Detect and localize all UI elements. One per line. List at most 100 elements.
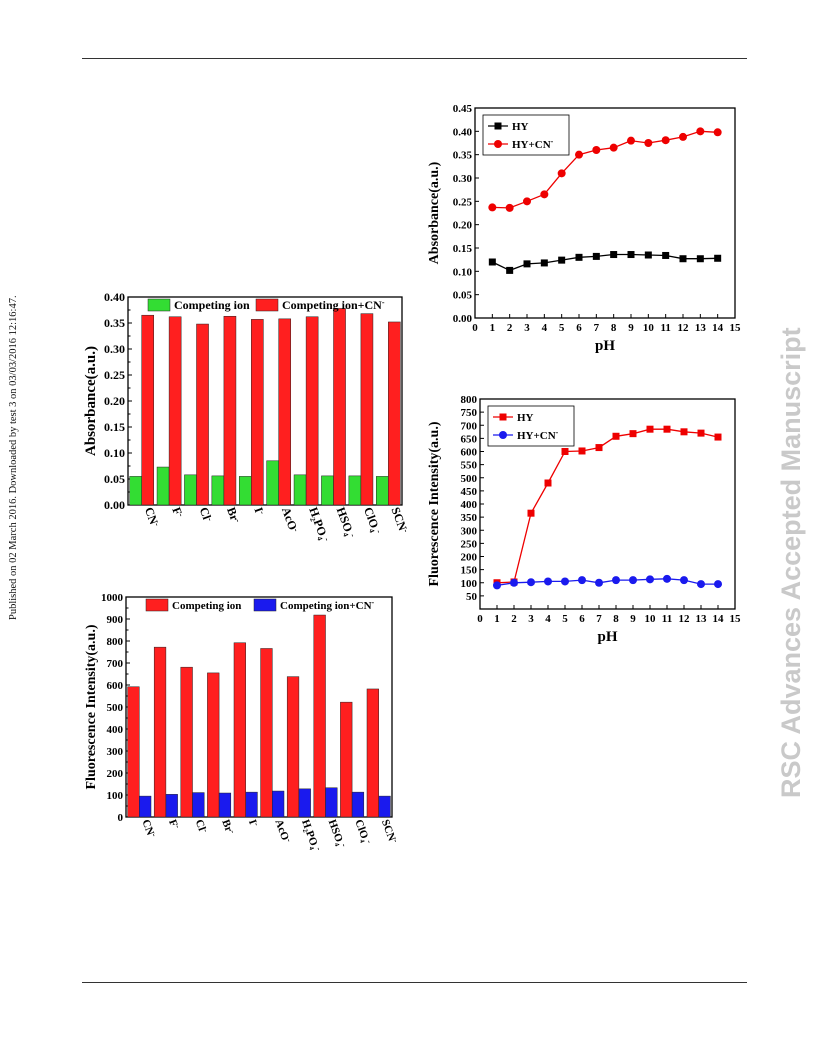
y-tick-label: 200: [107, 768, 124, 780]
y-tick-label: 0.05: [453, 290, 473, 302]
data-point: [523, 197, 531, 206]
y-tick-label: 100: [107, 790, 124, 802]
bar-competing-ion-cn: [196, 323, 209, 506]
data-point: [505, 203, 514, 212]
data-point: [713, 128, 722, 137]
data-point: [646, 575, 654, 584]
y-tick-label: 0.35: [453, 150, 473, 162]
data-point: [488, 258, 496, 266]
charge-sign: -: [206, 516, 215, 522]
charge-sign: -: [150, 832, 159, 838]
y-tick-label: 0.10: [104, 446, 125, 460]
y-tick-label: 0.40: [453, 126, 473, 138]
plot-frame: [474, 107, 736, 319]
bar-competing-ion: [366, 688, 379, 818]
charge-sign: -: [323, 536, 332, 542]
x-category-label-text: Cl: [197, 505, 214, 522]
legend-marker: [499, 431, 507, 439]
charge-sign: -: [315, 846, 324, 852]
bar-competing-ion-cn: [298, 788, 311, 818]
x-category-label: CN-: [142, 505, 163, 529]
y-tick-label: 800: [461, 394, 478, 406]
y-tick-label: 500: [461, 473, 478, 485]
x-category-label: F-: [169, 505, 186, 520]
bar-competing-ion-cn: [351, 791, 365, 818]
charge-sign: -: [253, 821, 262, 827]
x-category-label-text: Br: [219, 818, 234, 834]
legend-swatch: [253, 598, 277, 612]
bar-competing-ion-cn: [139, 795, 152, 818]
legend-label-text: Competing ion: [172, 600, 241, 612]
x-category-label-text: Br: [224, 505, 242, 523]
bar-competing-ion-cn: [360, 313, 374, 506]
charge-sign: -: [382, 298, 385, 307]
legend-label-text: Competing ion+CN: [282, 298, 382, 312]
x-category-label-text: H₂PO₄: [299, 818, 321, 851]
x-tick-label: 10: [643, 322, 655, 334]
legend-marker: [494, 122, 502, 130]
y-tick-label: 600: [107, 680, 124, 692]
legend-box: [487, 405, 575, 447]
bar-competing-ion: [207, 672, 220, 818]
charge-sign: -: [229, 829, 238, 835]
data-point: [544, 479, 552, 487]
x-category-label: H₂PO₄-: [306, 505, 332, 544]
data-point: [696, 255, 704, 263]
publication-note: Published on 02 March 2016. Downloaded b…: [8, 295, 22, 620]
y-tick-label: 0.25: [453, 196, 473, 208]
y-tick-label: 450: [461, 486, 478, 498]
bar-competing-ion-cn: [272, 790, 285, 818]
data-point: [661, 136, 670, 145]
y-axis-label: Absorbance(a.u.): [83, 346, 99, 456]
legend-label-text: Competing ion+CN: [280, 600, 372, 612]
x-tick-label: 13: [695, 322, 707, 334]
bar-competing-ion: [340, 701, 353, 818]
legend-label: HY: [512, 121, 529, 133]
legend-label-text: HY+CN: [517, 430, 556, 442]
x-tick-label: 7: [596, 613, 602, 625]
x-axis-label: pH: [597, 629, 617, 645]
y-tick-label: 50: [466, 591, 478, 603]
data-point: [644, 251, 652, 259]
x-tick-label: 4: [542, 322, 548, 334]
fluorescence-ph-chart: 0 1 2 3 4 5 6 7 8 9 10 11 12 13 14 15501001502002503003…: [427, 394, 741, 645]
x-category-label: CN-: [139, 817, 159, 840]
data-point: [663, 574, 671, 583]
x-category-label: HSO₄-: [326, 817, 350, 850]
x-tick-label: 10: [645, 613, 657, 625]
x-category-label-text: Cl: [193, 818, 208, 832]
x-tick-label: 14: [713, 613, 725, 625]
x-category-label-text: I: [246, 818, 259, 826]
data-point: [544, 577, 552, 586]
y-tick-label: 0.25: [104, 368, 125, 382]
y-tick-label: 700: [107, 658, 124, 670]
bar-competing-ion: [156, 466, 170, 506]
bar-competing-ion: [375, 476, 389, 506]
publication-note-text: Published on 02 March 2016. Downloaded b…: [8, 295, 19, 620]
x-category-label: ClO₄-: [352, 817, 374, 846]
data-point: [540, 259, 548, 267]
bar-competing-ion: [180, 666, 193, 818]
data-point: [629, 576, 637, 585]
charge-sign: -: [153, 521, 162, 527]
y-tick-label: 0.30: [453, 173, 473, 185]
x-tick-label: 9: [628, 322, 634, 334]
bar-competing-ion-cn: [388, 321, 401, 506]
y-tick-label: 600: [461, 447, 478, 459]
y-tick-label: 400: [107, 724, 124, 736]
bar-competing-ion-cn: [378, 795, 391, 818]
footer-rule: [82, 982, 747, 983]
bar-competing-ion-cn: [165, 794, 178, 818]
x-category-label: AcO-: [272, 817, 294, 845]
x-tick-label: 8: [611, 322, 617, 334]
x-category-label: I-: [246, 817, 262, 829]
data-point: [697, 580, 705, 589]
legend-label: Competing ion: [172, 600, 241, 612]
charge-sign: -: [234, 518, 243, 524]
data-point: [644, 139, 653, 147]
legend-label-text: HY: [517, 412, 534, 424]
absorbance-bar-chart: 0.000.050.100.150.200.250.300.350.40CN-F…: [83, 290, 408, 544]
header-rule: [82, 58, 747, 59]
x-tick-label: 5: [559, 322, 565, 334]
